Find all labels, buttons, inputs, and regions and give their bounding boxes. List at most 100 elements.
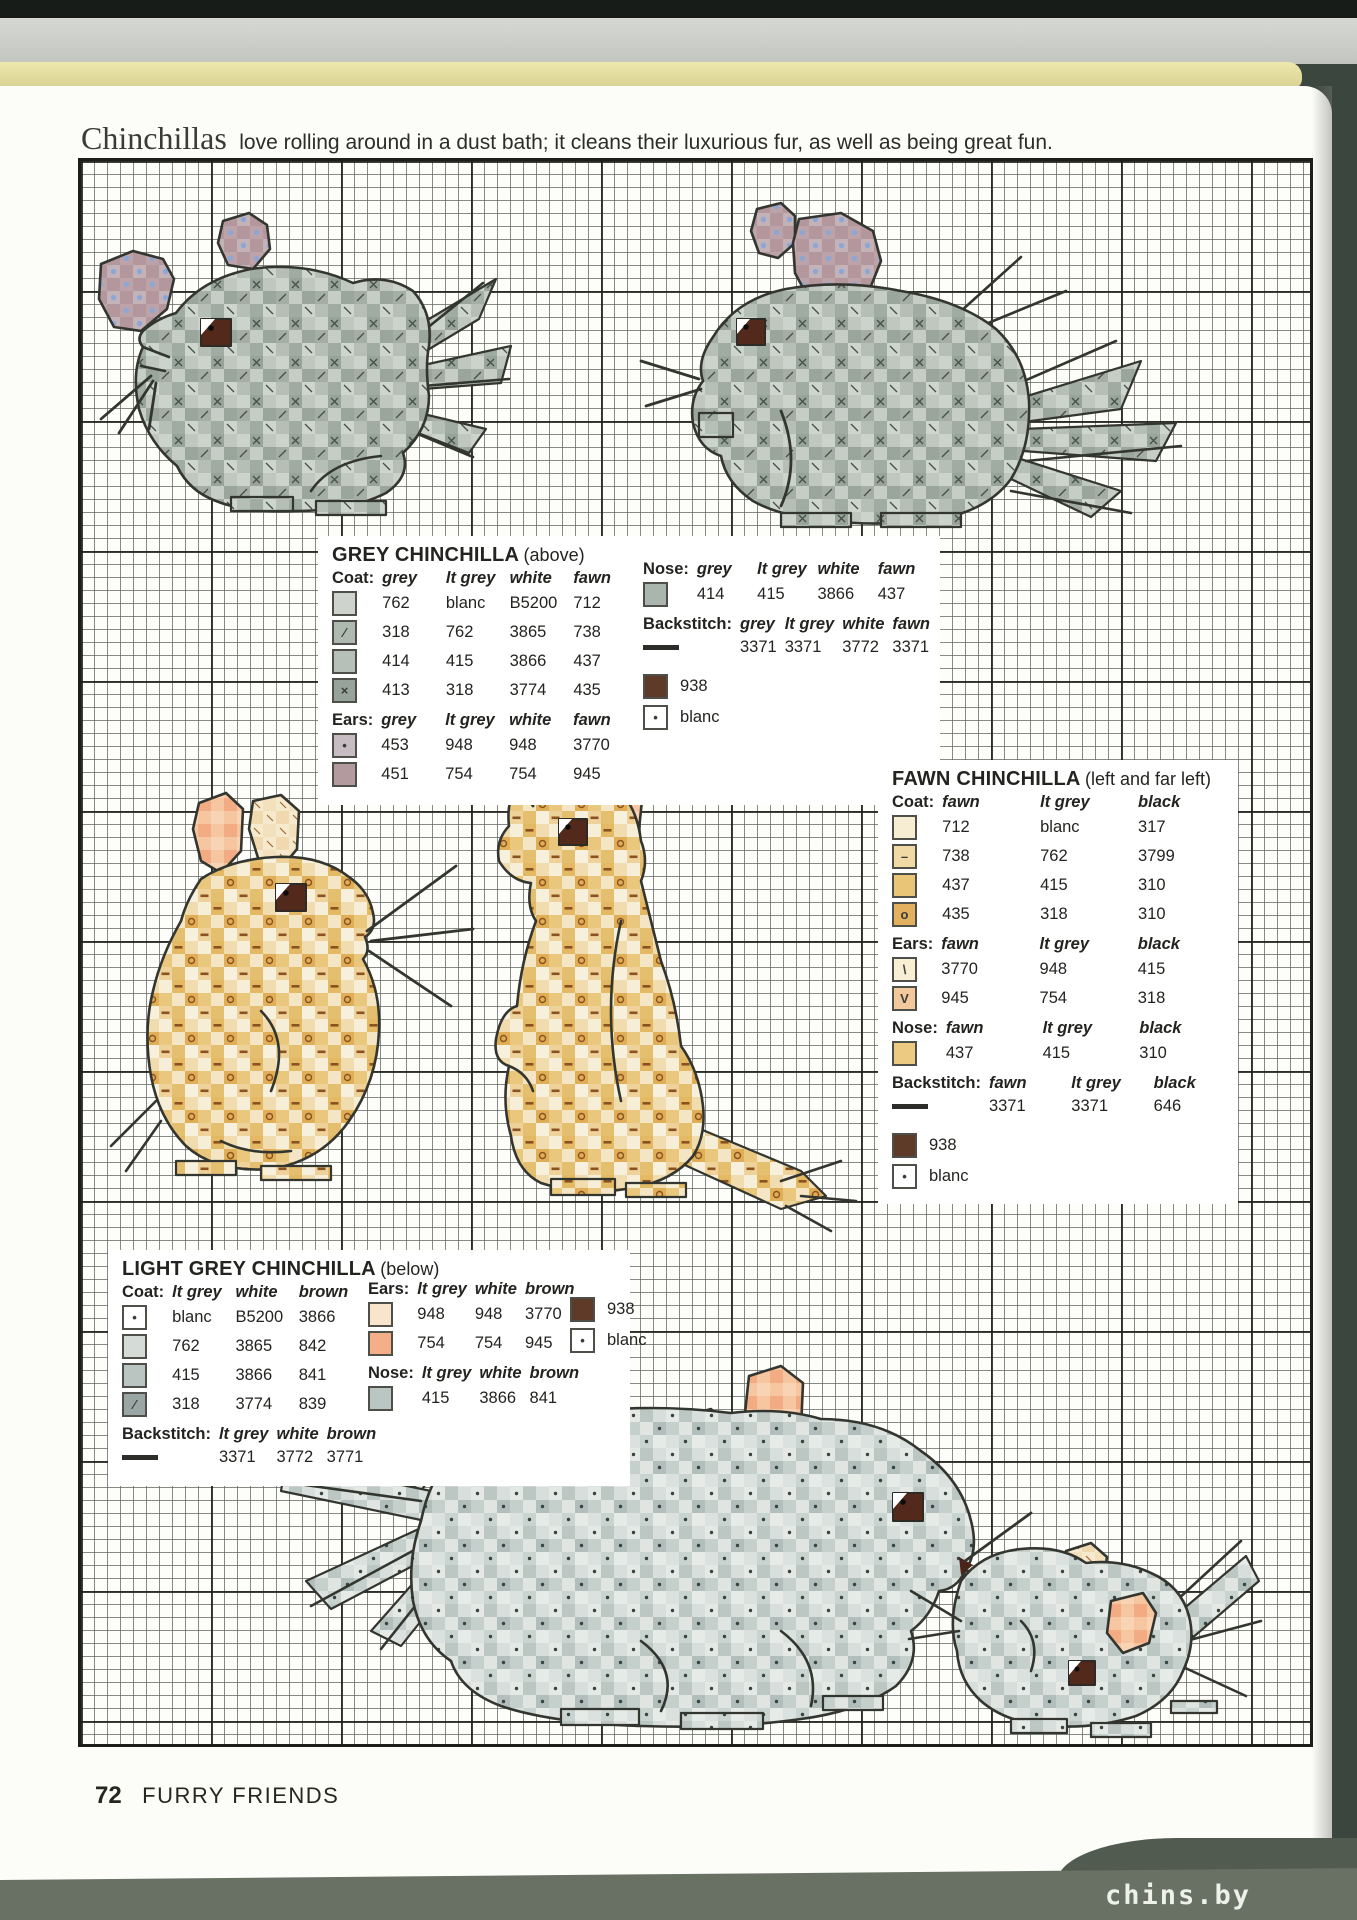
legend-section: Ears: fawn lt grey black \ 3770 948 415 V 945 754 3… — [892, 935, 1228, 1012]
legend-color-swatch — [122, 1363, 147, 1388]
legend-section-label: Backstitch: — [643, 615, 732, 633]
legend-thread-code: 3799 — [1138, 847, 1175, 865]
legend-light-grey-chinchilla: LIGHT GREY CHINCHILLA (below) Coat: lt gr… — [108, 1250, 646, 1486]
legend-column-name: grey — [696, 560, 732, 578]
legend-thread-code: 415 — [172, 1366, 200, 1384]
scanner-edge-strip — [0, 0, 1357, 20]
legend-thread-code: 841 — [529, 1389, 558, 1407]
legend-section-label: Coat: — [892, 793, 935, 811]
legend-thread-code: 948 — [509, 736, 537, 754]
swatch-symbol-dash: – — [900, 849, 909, 864]
legend-grey-chinchilla: GREY CHINCHILLA (above) Coat: grey lt grey… — [318, 536, 940, 805]
legend-thread-code: 3866 — [817, 585, 855, 603]
legend-column-name: fawn — [988, 1074, 1027, 1092]
swatch-symbol-dot: • — [653, 710, 658, 725]
legend-thread-code: 413 — [382, 681, 410, 699]
legend-column-name: lt grey — [784, 615, 835, 633]
legend-thread-code: 3772 — [842, 638, 879, 656]
legend-column-name: brown — [524, 1280, 575, 1298]
legend-thread-code: 437 — [942, 876, 970, 894]
legend-thread-code: 948 — [445, 736, 473, 754]
legend-section: Backstitch: lt grey white brown 3371 3772 3771 — [122, 1425, 376, 1469]
legend-section: Coat: fawn lt grey black 712 blanc 317 – 738 762 3… — [892, 793, 1228, 928]
legend-color-swatch — [332, 762, 357, 787]
legend-thread-code: B5200 — [235, 1308, 284, 1326]
swatch-symbol-slash: ⁄ — [133, 1397, 136, 1412]
legend-color-swatch — [892, 1104, 928, 1109]
legend-thread-code: 738 — [942, 847, 970, 865]
legend-section-label: Nose: — [892, 1019, 938, 1037]
swatch-symbol-dot-blue: • — [342, 738, 347, 753]
legend-column-name: lt grey — [1040, 793, 1090, 811]
legend-color-swatch: \ — [892, 957, 917, 982]
legend-section-label: Backstitch: — [892, 1074, 981, 1092]
legend-thread-code: 3371 — [739, 638, 777, 656]
legend-color-swatch — [643, 582, 669, 607]
legend-thread-code: 318 — [172, 1395, 200, 1413]
legend-color-swatch — [892, 1041, 917, 1066]
swatch-symbol-o: o — [900, 907, 909, 922]
legend-thread-code: 317 — [1138, 818, 1166, 836]
legend-thread-code: 3866 — [298, 1308, 336, 1326]
legend-color-swatch — [368, 1331, 393, 1356]
legend-column-name: white — [235, 1283, 278, 1301]
legend-thread-code: 945 — [573, 765, 601, 783]
legend-thread-code: 3774 — [235, 1395, 273, 1413]
legend-thread-code: 414 — [696, 585, 725, 603]
legend-section: Nose: lt grey white brown 415 3866 841 — [368, 1364, 579, 1412]
legend-extras: 938 • blanc — [643, 673, 930, 731]
legend-thread-code: 762 — [382, 594, 410, 612]
legend-thread-code: 310 — [1138, 876, 1166, 894]
legend-thread-code: 310 — [1138, 905, 1166, 923]
legend-column-name: grey — [382, 569, 418, 587]
legend-section-label: Nose: — [643, 560, 689, 578]
legend-thread-code: 842 — [298, 1337, 327, 1355]
legend-thread-code: 738 — [573, 623, 601, 641]
legend-column-name: brown — [298, 1283, 349, 1301]
legend-column-name: brown — [529, 1364, 580, 1382]
legend-column-name: white — [509, 569, 552, 587]
legend-section: Ears: grey lt grey white fawn • 453 948 948 3770 4… — [332, 711, 629, 788]
legend-thread-code: 453 — [381, 736, 409, 754]
legend-section-label: Nose: — [368, 1364, 414, 1382]
legend-color-swatch: • — [570, 1328, 595, 1353]
legend-thread-code: 3771 — [326, 1448, 364, 1466]
headline-text: love rolling around in a dust bath; it c… — [239, 131, 1053, 154]
swatch-symbol-dot: • — [132, 1310, 137, 1325]
legend-thread-code: 318 — [1137, 989, 1166, 1007]
legend-thread-code: blanc — [929, 1167, 969, 1185]
legend-color-swatch — [368, 1386, 393, 1411]
legend-column-name: fawn — [945, 1019, 984, 1037]
legend-color-swatch — [892, 1133, 917, 1158]
legend-section-label: Ears: — [368, 1280, 410, 1298]
legend-color-swatch — [122, 1455, 158, 1460]
legend-thread-code: 3866 — [509, 652, 547, 670]
legend-thread-code: 3865 — [509, 623, 547, 641]
legend-thread-code: 3371 — [1071, 1097, 1109, 1115]
light-grey-chinchilla-baby-motif — [907, 1539, 1263, 1739]
grey-chinchilla-crouching-motif — [97, 211, 513, 517]
legend-section: Coat: grey lt grey white fawn 762 blanc B5200 71… — [332, 569, 629, 704]
legend-thread-code: 938 — [929, 1136, 957, 1154]
legend-thread-code: 3770 — [524, 1305, 562, 1323]
legend-column-name: black — [1137, 935, 1180, 953]
legend-thread-code: 841 — [298, 1366, 327, 1384]
legend-thread-code: blanc — [172, 1308, 212, 1326]
legend-column-name: black — [1139, 1019, 1182, 1037]
legend-column-name: black — [1153, 1074, 1196, 1092]
legend-title: LIGHT GREY CHINCHILLA (below) — [122, 1258, 440, 1280]
legend-thread-code: blanc — [680, 708, 720, 726]
legend-thread-code: 3371 — [892, 638, 930, 656]
legend-color-swatch — [570, 1297, 595, 1322]
legend-column-name: fawn — [892, 615, 930, 633]
legend-thread-code: 3371 — [988, 1097, 1026, 1115]
legend-column-name: white — [474, 1280, 517, 1298]
legend-extra-row: 938 — [570, 1296, 646, 1323]
legend-thread-code: 451 — [381, 765, 409, 783]
legend-thread-code: 437 — [945, 1044, 974, 1062]
legend-section-label: Coat: — [122, 1283, 165, 1301]
watermark-text: chins.by — [1105, 1880, 1252, 1911]
legend-color-swatch: × — [332, 678, 357, 703]
legend-extra-row: 938 — [643, 673, 930, 700]
